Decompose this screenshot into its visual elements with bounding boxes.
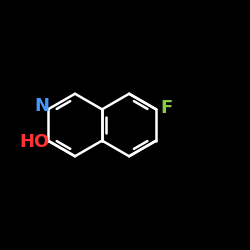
Text: N: N <box>34 97 49 116</box>
Text: HO: HO <box>19 133 49 151</box>
Text: F: F <box>160 99 173 117</box>
